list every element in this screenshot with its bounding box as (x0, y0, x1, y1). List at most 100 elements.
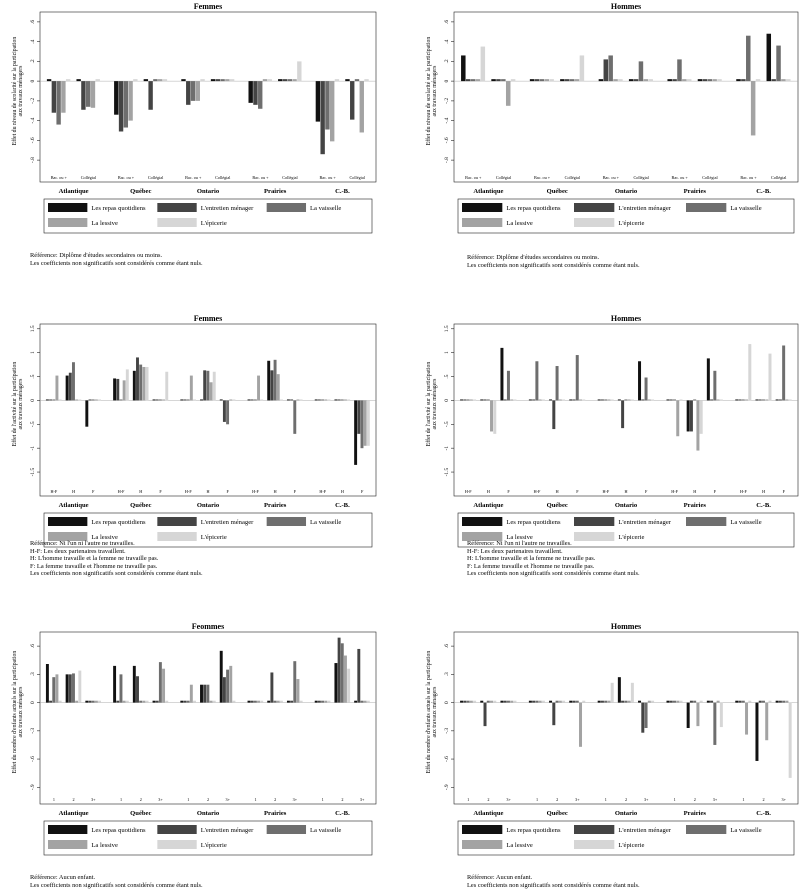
group-label: 1 (322, 797, 324, 802)
group-label: F (227, 489, 230, 494)
bar (500, 347, 504, 401)
bar (354, 79, 360, 82)
bar (469, 700, 473, 703)
bar (320, 81, 325, 155)
legend-swatch (48, 203, 88, 212)
bar (493, 400, 497, 434)
bar (49, 700, 53, 703)
group-label: F (714, 489, 717, 494)
bar (327, 399, 331, 401)
bar (679, 399, 683, 401)
bar (706, 700, 710, 703)
bar (158, 399, 162, 401)
bar (558, 700, 562, 703)
bar (118, 81, 124, 132)
bar (677, 59, 682, 82)
bar (579, 55, 585, 82)
bar (761, 399, 765, 401)
bar (61, 81, 66, 113)
bar (85, 700, 89, 703)
bar (247, 700, 251, 703)
bar (558, 399, 562, 401)
bar (693, 399, 697, 401)
bar (337, 637, 341, 703)
bar (582, 700, 586, 703)
y-tick-label: 1.5 (444, 325, 450, 332)
bar (209, 700, 213, 703)
bar (330, 81, 335, 142)
bar (287, 79, 292, 82)
bar (712, 79, 717, 82)
bar (483, 399, 487, 401)
bar (513, 399, 517, 401)
bar (65, 674, 69, 703)
footnote-line: Référence: Ni l'un ni l'autre ne travail… (467, 540, 572, 547)
legend-label: La lessive (91, 842, 118, 849)
group-label: Bac. ou + (534, 175, 551, 180)
legend-label: La vaisselle (310, 519, 341, 526)
bar (717, 79, 722, 82)
bar (267, 700, 271, 703)
bar (314, 399, 318, 401)
bar (618, 79, 623, 82)
bar (325, 81, 330, 130)
bar (250, 399, 254, 401)
bar (222, 400, 226, 422)
bar (248, 81, 253, 103)
y-axis-label: Effet du nombre d'enfants actuels sur la… (11, 651, 18, 774)
bar (247, 399, 251, 401)
bar (785, 700, 789, 703)
bar (72, 673, 75, 703)
province-label: Ontario (197, 502, 220, 509)
footnote-line: F: La femme travaille et l'homme ne trav… (467, 562, 595, 570)
bar (613, 79, 618, 82)
bar (738, 700, 742, 703)
bar (94, 399, 98, 401)
bar (501, 79, 506, 82)
plot-frame (453, 631, 799, 805)
bar (232, 700, 236, 703)
bar (766, 33, 772, 82)
bar (52, 677, 56, 703)
bar (529, 79, 535, 82)
bar (785, 399, 789, 401)
group-label: Bac. ou + (465, 175, 482, 180)
bar (132, 665, 136, 703)
bar (693, 700, 697, 703)
group-label: Collégial (350, 175, 366, 180)
bar (597, 700, 601, 703)
group-label: 2 (274, 797, 276, 802)
legend-swatch (574, 218, 615, 227)
group-label: H-F (534, 489, 541, 494)
bar (267, 79, 272, 82)
bar (91, 700, 95, 703)
bar (357, 400, 361, 434)
y-tick-label: -.6 (30, 137, 36, 143)
group-label: 1 (254, 797, 256, 802)
bar (490, 400, 494, 432)
bar (630, 682, 634, 703)
bar (771, 79, 776, 82)
group-label: 1 (605, 797, 607, 802)
legend-swatch (266, 203, 307, 212)
bar (210, 79, 216, 82)
bar (699, 700, 703, 703)
bar (686, 702, 690, 728)
bar (334, 79, 340, 82)
bar (206, 684, 210, 703)
bar (480, 46, 486, 82)
bar (229, 79, 235, 82)
legend-label: La lessive (91, 534, 118, 541)
group-label: Collégial (215, 175, 231, 180)
group-label: 2 (140, 797, 142, 802)
legend-swatch (574, 517, 615, 526)
y-tick-label: -.2 (30, 98, 36, 104)
bar (786, 79, 791, 82)
group-label: H (556, 489, 559, 494)
bar (713, 370, 717, 401)
bar (286, 700, 290, 703)
bar (741, 700, 745, 703)
bar (669, 700, 673, 703)
legend-label: La vaisselle (310, 827, 341, 834)
bar (286, 399, 290, 401)
